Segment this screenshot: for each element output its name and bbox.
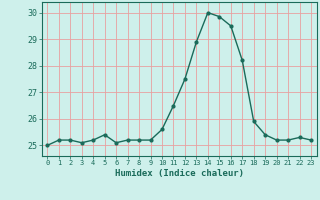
X-axis label: Humidex (Indice chaleur): Humidex (Indice chaleur): [115, 169, 244, 178]
